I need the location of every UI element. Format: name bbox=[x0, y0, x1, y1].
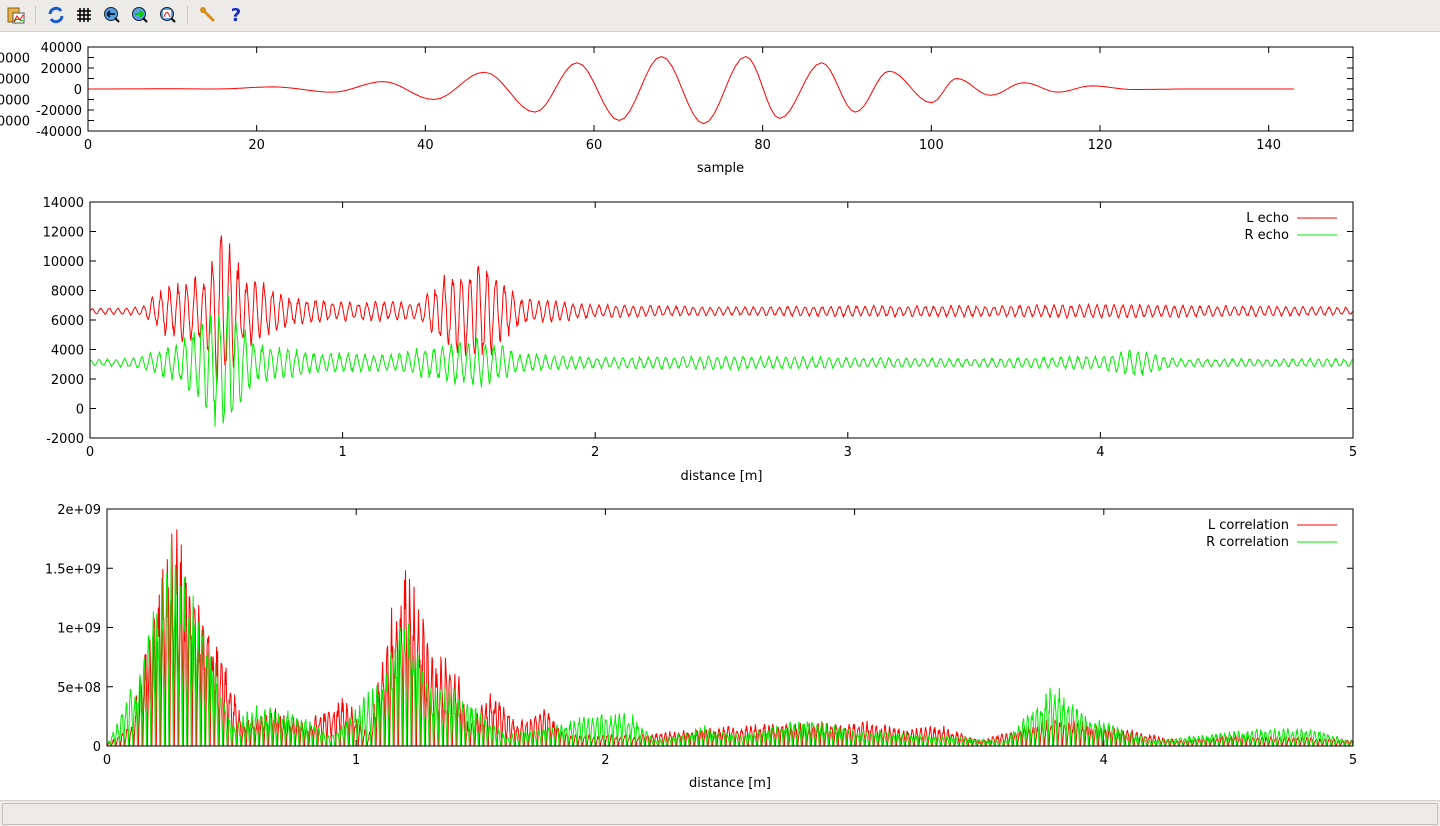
replot-icon[interactable] bbox=[45, 4, 67, 26]
chart-2: 0 1 2 3 4 514000120001000080006000400020000-2… bbox=[43, 196, 1358, 484]
chart-1: 020406080100120140400003000020000100000-… bbox=[0, 41, 1354, 176]
y-tick-label: 12000 bbox=[43, 226, 84, 241]
autoscale-icon[interactable] bbox=[157, 4, 179, 26]
y-tick-label: 20000 bbox=[41, 62, 82, 77]
x-tick-label: 2 bbox=[601, 753, 609, 768]
plot-frame bbox=[87, 46, 1354, 132]
series-line-1 bbox=[90, 235, 1353, 384]
y-tick-label: 5e+08 bbox=[57, 681, 101, 696]
y-tick-label: -10000 bbox=[0, 94, 30, 109]
y-tick-label: 0 bbox=[74, 83, 82, 98]
status-bar bbox=[0, 800, 1440, 826]
toolbar: ? bbox=[0, 0, 1440, 32]
y-tick-label: 14000 bbox=[43, 196, 84, 211]
y-tick-label: 8000 bbox=[51, 285, 84, 300]
chart-3: 0 1 2 3 4 5 2e+09 1.5e+09 1e+09 5e+08 0 distance [m… bbox=[45, 503, 1357, 791]
y-tick-label: 0 bbox=[76, 403, 84, 418]
y-tick-label: -30000 bbox=[0, 115, 30, 130]
zoom-next-icon[interactable] bbox=[129, 4, 151, 26]
x-tick-label: 4 bbox=[1100, 753, 1108, 768]
y-tick-label: -40000 bbox=[36, 125, 82, 140]
legend-label: L correlation bbox=[1208, 518, 1289, 533]
x-tick-label: 60 bbox=[586, 138, 603, 153]
plot-frame bbox=[89, 201, 1354, 439]
x-tick-label: 0 bbox=[103, 753, 111, 768]
series-line-1 bbox=[88, 55, 1294, 125]
y-tick-label: 30000 bbox=[0, 52, 30, 67]
y-tick-label: 1e+09 bbox=[57, 622, 101, 637]
legend-label: R correlation bbox=[1206, 535, 1289, 550]
x-tick-label: 5 bbox=[1349, 445, 1357, 460]
x-tick-label: 4 bbox=[1096, 445, 1104, 460]
y-tick-label: 4000 bbox=[51, 344, 84, 359]
y-tick-label: -20000 bbox=[36, 104, 82, 119]
x-tick-label: 5 bbox=[1349, 753, 1357, 768]
plot-canvas: 020406080100120140400003000020000100000-… bbox=[0, 41, 1358, 791]
x-tick-label: 80 bbox=[754, 138, 771, 153]
x-tick-label: 3 bbox=[850, 753, 858, 768]
toolbar-separator bbox=[187, 6, 188, 24]
y-tick-label: 2e+09 bbox=[57, 503, 101, 518]
legend-label: L echo bbox=[1246, 211, 1289, 226]
x-axis-label: distance [m] bbox=[680, 469, 762, 484]
y-tick-label: -2000 bbox=[46, 432, 84, 447]
y-tick-label: 2000 bbox=[51, 373, 84, 388]
grid-icon[interactable] bbox=[73, 4, 95, 26]
x-tick-label: 100 bbox=[919, 138, 944, 153]
config-wrench-icon[interactable] bbox=[197, 4, 219, 26]
x-tick-label: 2 bbox=[591, 445, 599, 460]
x-tick-label: 20 bbox=[248, 138, 265, 153]
legend-label: R echo bbox=[1244, 228, 1289, 243]
y-tick-label: 10000 bbox=[0, 73, 30, 88]
help-icon[interactable]: ? bbox=[230, 4, 242, 26]
copy-clipboard-icon[interactable] bbox=[5, 4, 27, 26]
plot-frame bbox=[106, 508, 1354, 747]
y-tick-label: 1.5e+09 bbox=[45, 562, 101, 577]
x-axis-label: sample bbox=[697, 161, 744, 176]
x-tick-label: 40 bbox=[417, 138, 434, 153]
y-tick-label: 10000 bbox=[43, 255, 84, 270]
y-tick-label: 40000 bbox=[41, 41, 82, 56]
status-text bbox=[2, 803, 1438, 825]
x-axis-label: distance [m] bbox=[689, 776, 771, 791]
x-tick-label: 120 bbox=[1088, 138, 1113, 153]
zoom-previous-icon[interactable] bbox=[101, 4, 123, 26]
series-line-2 bbox=[90, 295, 1353, 427]
y-tick-label: 0 bbox=[93, 740, 101, 755]
x-tick-label: 1 bbox=[338, 445, 346, 460]
series-line-1 bbox=[107, 529, 1353, 746]
series-line-2 bbox=[107, 542, 1353, 746]
x-tick-label: 140 bbox=[1256, 138, 1281, 153]
x-tick-label: 0 bbox=[86, 445, 94, 460]
x-tick-label: 3 bbox=[844, 445, 852, 460]
x-tick-label: 0 bbox=[84, 138, 92, 153]
y-tick-label: 6000 bbox=[51, 314, 84, 329]
toolbar-separator bbox=[35, 6, 36, 24]
x-tick-label: 1 bbox=[352, 753, 360, 768]
